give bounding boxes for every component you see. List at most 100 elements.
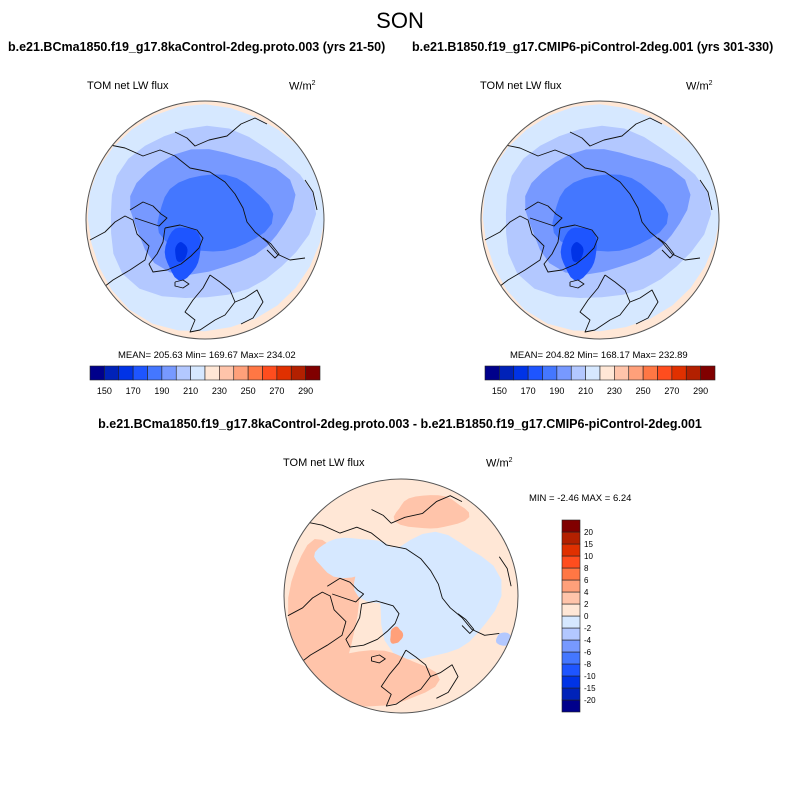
colorbar-tick-label: 230 xyxy=(607,386,622,396)
colorbar-swatch xyxy=(190,365,206,381)
units-base: W/m xyxy=(289,80,312,93)
colorbar-swatch xyxy=(290,365,306,381)
coastline xyxy=(457,613,475,634)
colorbar-tick-label: 4 xyxy=(584,588,589,597)
colorbar-tick-label: 150 xyxy=(97,386,112,396)
colorbar-swatch xyxy=(161,365,177,381)
colorbar-swatch xyxy=(561,567,581,581)
diff-units-label: W/m2 xyxy=(486,457,513,470)
colorbar-tick-label: 8 xyxy=(584,564,589,573)
coastline xyxy=(629,289,659,325)
left-variable-label: TOM net LW flux xyxy=(87,80,169,92)
coastline xyxy=(484,215,545,291)
colorbar-swatch xyxy=(262,365,278,381)
colorbar-swatch xyxy=(561,531,581,545)
colorbar-tick-label: 190 xyxy=(154,386,169,396)
left-colorbar: 150 170 190 210 230 250 270 290 xyxy=(89,365,321,396)
right-polar-map xyxy=(480,100,720,340)
coastline xyxy=(109,144,306,261)
diff-case-title: b.e21.BCma1850.f19_g17.8kaControl-2deg.p… xyxy=(98,417,702,431)
colorbar-tick-label: -2 xyxy=(584,624,592,633)
colorbar-tick-label: 210 xyxy=(578,386,593,396)
contour-fill xyxy=(390,626,404,644)
coastline xyxy=(184,274,236,333)
coastline xyxy=(345,600,400,648)
diff-polar-map xyxy=(283,478,519,714)
colorbar-tick-label: 10 xyxy=(584,552,593,561)
colorbar-tick-label: 6 xyxy=(584,576,589,585)
coastline xyxy=(262,237,280,259)
right-case-title: b.e21.B1850.f19_g17.CMIP6-piControl-2deg… xyxy=(412,40,774,54)
contour-fill xyxy=(313,650,440,707)
coastline xyxy=(148,224,204,273)
contour-fill xyxy=(571,242,584,263)
colorbar-tick-label: 150 xyxy=(492,386,507,396)
colorbar-swatch xyxy=(561,699,581,713)
coastline xyxy=(498,556,512,587)
coastline xyxy=(569,117,663,147)
coastline xyxy=(699,179,713,211)
colorbar-swatch xyxy=(89,365,105,381)
left-polar-map xyxy=(85,100,325,340)
coastline xyxy=(307,521,500,636)
colorbar-tick-label: -8 xyxy=(584,660,592,669)
coastline xyxy=(371,654,386,664)
colorbar-swatch xyxy=(513,365,529,381)
colorbar-swatch xyxy=(561,627,581,641)
colorbar-swatch xyxy=(499,365,515,381)
colorbar-swatch xyxy=(542,365,558,381)
contour-fill xyxy=(354,547,438,604)
colorbar-swatch xyxy=(561,591,581,605)
map-boundary xyxy=(283,478,519,714)
colorbar-swatch xyxy=(700,365,716,381)
colorbar-swatch xyxy=(561,519,581,533)
colorbar-swatch xyxy=(561,639,581,653)
colorbar-swatch xyxy=(671,365,687,381)
colorbar-swatch xyxy=(561,579,581,593)
units-exponent: 2 xyxy=(508,457,513,464)
contour-fill xyxy=(175,242,188,263)
diff-variable-label: TOM net LW flux xyxy=(283,457,365,469)
colorbar-swatch xyxy=(219,365,235,381)
colorbar-tick-label: -4 xyxy=(584,636,592,645)
left-case-title: b.e21.BCma1850.f19_g17.8kaControl-2deg.p… xyxy=(8,40,386,54)
coastline xyxy=(579,274,631,333)
colorbar-swatch xyxy=(527,365,543,381)
colorbar-swatch xyxy=(147,365,163,381)
coastline xyxy=(174,117,268,147)
colorbar-swatch xyxy=(599,365,615,381)
colorbar-swatch xyxy=(614,365,630,381)
right-colorbar: 150 170 190 210 230 250 270 290 xyxy=(484,365,716,396)
colorbar-swatch xyxy=(175,365,191,381)
right-units-label: W/m2 xyxy=(686,80,713,93)
coastline xyxy=(234,289,264,325)
colorbar-swatch xyxy=(561,687,581,701)
season-title: SON xyxy=(376,8,424,33)
colorbar-tick-label: 250 xyxy=(636,386,651,396)
colorbar-tick-label: 230 xyxy=(212,386,227,396)
colorbar-swatch xyxy=(561,675,581,689)
colorbar-tick-label: -10 xyxy=(584,672,596,681)
colorbar-swatch xyxy=(305,365,321,381)
coastline xyxy=(543,224,599,273)
coastline xyxy=(380,649,431,707)
colorbar-tick-label: 210 xyxy=(183,386,198,396)
colorbar-swatch xyxy=(570,365,586,381)
coastline xyxy=(524,201,563,227)
colorbar-tick-label: -15 xyxy=(584,684,596,693)
colorbar-tick-label: 290 xyxy=(298,386,313,396)
colorbar-swatch xyxy=(276,365,292,381)
colorbar-tick-label: 15 xyxy=(584,540,593,549)
colorbar-tick-label: 270 xyxy=(664,386,679,396)
colorbar-swatch xyxy=(484,365,500,381)
coastline xyxy=(657,237,675,259)
colorbar-swatch xyxy=(561,543,581,557)
coastline xyxy=(89,215,150,291)
right-stats: MEAN= 204.82 Min= 168.17 Max= 232.89 xyxy=(510,350,688,361)
colorbar-tick-label: 190 xyxy=(549,386,564,396)
units-exponent: 2 xyxy=(708,80,713,87)
colorbar-swatch xyxy=(204,365,220,381)
colorbar-tick-label: 20 xyxy=(584,528,593,537)
colorbar-swatch xyxy=(657,365,673,381)
